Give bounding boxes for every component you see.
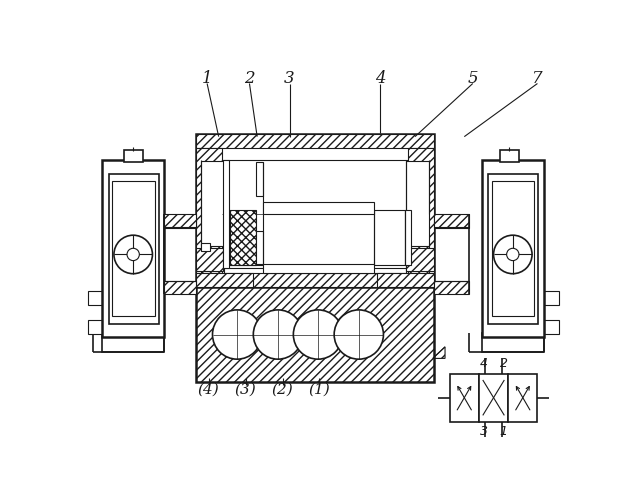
- Bar: [102, 333, 164, 352]
- Bar: [408, 148, 435, 273]
- Bar: [109, 173, 159, 324]
- Circle shape: [114, 235, 152, 274]
- Bar: [196, 148, 221, 273]
- Circle shape: [127, 248, 140, 260]
- Bar: [257, 231, 262, 264]
- Bar: [500, 151, 519, 162]
- Bar: [482, 160, 543, 337]
- Circle shape: [507, 248, 519, 260]
- Bar: [262, 264, 374, 273]
- Bar: [196, 273, 253, 287]
- Circle shape: [253, 310, 303, 359]
- Text: 5: 5: [467, 71, 478, 87]
- Bar: [257, 162, 262, 196]
- Circle shape: [493, 235, 532, 274]
- Text: 3: 3: [284, 71, 295, 87]
- Bar: [405, 210, 411, 265]
- Circle shape: [334, 310, 383, 359]
- Bar: [450, 374, 479, 421]
- Circle shape: [212, 310, 262, 359]
- Text: 2: 2: [244, 71, 255, 87]
- Bar: [543, 291, 559, 305]
- Bar: [88, 291, 103, 305]
- Bar: [196, 134, 435, 148]
- Bar: [124, 151, 143, 162]
- Bar: [196, 273, 435, 287]
- Bar: [102, 160, 164, 337]
- Bar: [88, 320, 103, 334]
- Bar: [196, 283, 435, 382]
- Text: 4: 4: [375, 71, 386, 87]
- Bar: [201, 243, 210, 250]
- Bar: [435, 281, 469, 295]
- Bar: [543, 320, 559, 334]
- Text: 1: 1: [202, 71, 212, 87]
- Text: 2: 2: [500, 357, 508, 370]
- Text: 3: 3: [479, 425, 488, 438]
- Text: 4: 4: [479, 357, 488, 370]
- Bar: [164, 214, 196, 228]
- Bar: [492, 181, 534, 316]
- Bar: [488, 173, 538, 324]
- Bar: [201, 162, 224, 246]
- Circle shape: [293, 310, 342, 359]
- Bar: [164, 281, 196, 295]
- Text: (3): (3): [235, 382, 257, 396]
- Bar: [406, 248, 435, 271]
- Text: 1: 1: [500, 425, 508, 438]
- Bar: [435, 214, 469, 228]
- Bar: [196, 134, 435, 287]
- Text: (4): (4): [198, 382, 220, 396]
- Bar: [262, 202, 374, 214]
- Bar: [113, 181, 155, 316]
- Bar: [376, 273, 435, 287]
- Bar: [479, 374, 508, 421]
- Bar: [196, 248, 223, 271]
- Bar: [482, 333, 543, 352]
- Text: 7: 7: [532, 71, 543, 87]
- Bar: [224, 210, 257, 265]
- Bar: [508, 374, 538, 421]
- Text: (2): (2): [272, 382, 294, 396]
- Bar: [223, 160, 228, 267]
- Bar: [374, 210, 405, 265]
- Bar: [406, 162, 429, 246]
- Text: (1): (1): [308, 382, 330, 396]
